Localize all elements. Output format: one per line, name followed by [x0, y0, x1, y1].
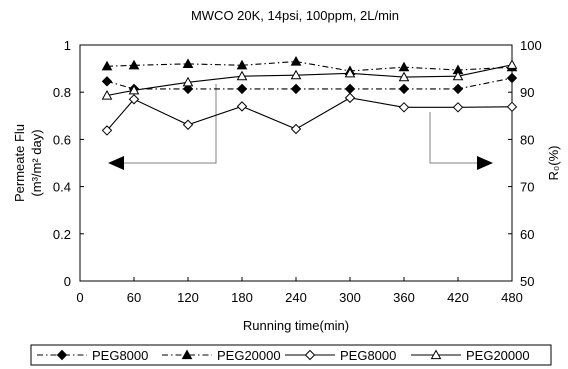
- series-line: [106, 97, 513, 131]
- data-point: [236, 59, 248, 70]
- data-point: [182, 119, 194, 130]
- data-point: [506, 101, 518, 113]
- left-tick-label: 0: [64, 274, 71, 289]
- legend-label: PEG8000: [340, 348, 396, 363]
- data-point: [182, 76, 194, 87]
- data-point: [236, 101, 248, 112]
- left-tick-label: 0.8: [53, 85, 71, 100]
- data-point: [398, 83, 410, 95]
- data-point: [452, 102, 464, 113]
- annotation-arrow-right: [429, 112, 493, 170]
- left-tick-label: 0.4: [53, 180, 71, 195]
- x-tick-label: 420: [447, 290, 469, 305]
- legend: PEG8000 PEG20000 PEG8000 PEG20000: [30, 344, 552, 366]
- data-point: [101, 125, 113, 136]
- data-point: [398, 102, 410, 113]
- chart-title: MWCO 20K, 14psi, 100ppm, 2L/min: [191, 8, 399, 23]
- series-2: [101, 92, 518, 136]
- x-axis-label: Running time(min): [243, 318, 349, 333]
- data-point: [344, 67, 356, 78]
- left-tick-label: 1: [64, 38, 71, 53]
- x-tick-label: 360: [393, 290, 415, 305]
- legend-label: PEG20000: [466, 348, 530, 363]
- legend-label: PEG8000: [92, 348, 148, 363]
- data-point: [236, 70, 248, 81]
- data-point: [344, 83, 356, 95]
- data-point: [452, 70, 464, 81]
- x-tick-label: 300: [339, 290, 361, 305]
- data-point: [101, 89, 113, 100]
- right-tick-label: 50: [520, 274, 534, 289]
- series-line: [106, 64, 513, 97]
- data-point: [398, 61, 410, 72]
- data-point: [101, 60, 113, 71]
- data-point: [182, 83, 194, 95]
- series-layer: [101, 55, 518, 136]
- data-point: [290, 123, 302, 135]
- left-axis-label-line1: Permeate Flu: [12, 124, 27, 202]
- right-tick-label: 70: [520, 180, 534, 195]
- legend-label: PEG20000: [217, 348, 281, 363]
- data-point: [452, 83, 464, 95]
- right-tick-label: 60: [520, 227, 534, 242]
- x-tick-label: 240: [285, 290, 307, 305]
- x-tick-label: 480: [501, 290, 523, 305]
- right-axis-label: R₀(%): [546, 145, 561, 180]
- series-1: [101, 55, 518, 76]
- legend-marker: [181, 349, 193, 360]
- legend-marker: [430, 349, 442, 360]
- x-tick-label: 180: [231, 290, 253, 305]
- x-tick-label: 0: [76, 290, 83, 305]
- left-axis-ticks: 0 0.2 0.4 0.6 0.8 1: [53, 38, 84, 289]
- data-point: [290, 69, 302, 80]
- left-tick-label: 0.6: [53, 132, 71, 147]
- data-point: [506, 59, 518, 69]
- data-point: [182, 58, 194, 68]
- series-line: [106, 77, 513, 90]
- right-tick-label: 100: [520, 38, 542, 53]
- right-tick-label: 90: [520, 85, 534, 100]
- left-tick-label: 0.2: [53, 227, 71, 242]
- data-point: [344, 92, 356, 104]
- right-tick-label: 80: [520, 132, 534, 147]
- data-point: [506, 72, 518, 84]
- legend-box: [30, 344, 552, 366]
- x-tick-label: 60: [127, 290, 141, 305]
- data-point: [128, 94, 140, 105]
- x-tick-label: 120: [177, 290, 199, 305]
- left-axis-label: Permeate Flu (m³/m² day): [12, 124, 44, 202]
- data-point: [398, 71, 410, 82]
- legend-marker: [304, 349, 316, 361]
- data-point: [290, 55, 302, 66]
- series-3: [101, 59, 518, 100]
- data-point: [128, 59, 140, 70]
- right-axis-ticks: 50 60 70 80 90 100: [508, 38, 542, 289]
- left-axis-label-line2: (m³/m² day): [29, 129, 44, 196]
- data-point: [128, 84, 140, 95]
- annotation-arrow-left: [108, 84, 217, 170]
- data-point: [290, 83, 302, 95]
- data-point: [101, 76, 113, 87]
- x-axis-ticks: 0 60 120 180 240 300 360 420 480: [76, 277, 523, 305]
- legend-marker: [56, 349, 68, 361]
- series-line: [106, 60, 513, 72]
- series-0: [101, 72, 518, 95]
- data-point: [236, 83, 248, 95]
